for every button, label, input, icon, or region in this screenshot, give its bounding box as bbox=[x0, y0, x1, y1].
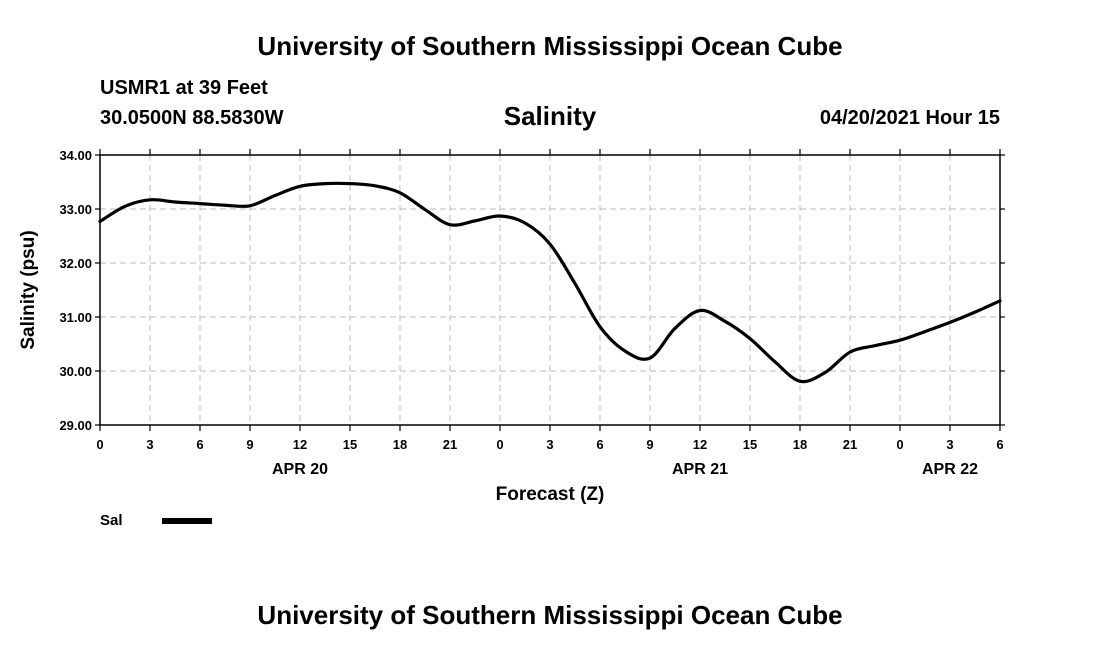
x-tick-label: 21 bbox=[443, 437, 457, 452]
y-tick-label: 30.00 bbox=[59, 364, 92, 379]
x-tick-label: 15 bbox=[343, 437, 357, 452]
x-tick-label: 6 bbox=[196, 437, 203, 452]
x-tick-label: 12 bbox=[293, 437, 307, 452]
series-line-sal bbox=[98, 181, 1002, 384]
station-name: USMR1 at 39 Feet bbox=[100, 77, 268, 99]
station-coordinates: 30.0500N 88.5830W bbox=[100, 107, 284, 129]
y-tick-label: 34.00 bbox=[59, 148, 92, 163]
date-label: APR 21 bbox=[672, 461, 728, 478]
forecast-datetime: 04/20/2021 Hour 15 bbox=[819, 107, 1000, 129]
x-tick-label: 18 bbox=[793, 437, 807, 452]
x-tick-label: 0 bbox=[496, 437, 503, 452]
x-tick-label: 3 bbox=[546, 437, 553, 452]
x-tick-label: 9 bbox=[246, 437, 253, 452]
grid bbox=[100, 155, 1000, 425]
x-axis-label: Forecast (Z) bbox=[496, 484, 605, 505]
footer-title: University of Southern Mississippi Ocean… bbox=[257, 600, 843, 630]
x-tick-label: 3 bbox=[146, 437, 153, 452]
date-label: APR 22 bbox=[922, 461, 978, 478]
legend: Sal bbox=[100, 512, 212, 529]
x-tick-label: 12 bbox=[693, 437, 707, 452]
page-title: University of Southern Mississippi Ocean… bbox=[257, 31, 843, 61]
axis-ticks: 29.00 30.00 31.00 32.00 33.00 34.00 0 3 6 9 12 15 18… bbox=[59, 148, 1005, 478]
y-axis-label: Salinity (psu) bbox=[18, 230, 39, 349]
x-tick-label: 9 bbox=[646, 437, 653, 452]
date-label: APR 20 bbox=[272, 461, 328, 478]
x-tick-label: 18 bbox=[393, 437, 407, 452]
x-tick-label: 6 bbox=[596, 437, 603, 452]
series-group bbox=[98, 181, 1002, 384]
x-tick-label: 15 bbox=[743, 437, 757, 452]
x-tick-label: 0 bbox=[896, 437, 903, 452]
y-tick-label: 32.00 bbox=[59, 256, 92, 271]
x-tick-label: 6 bbox=[996, 437, 1003, 452]
y-tick-label: 29.00 bbox=[59, 418, 92, 433]
x-tick-label: 0 bbox=[96, 437, 103, 452]
x-tick-label: 21 bbox=[843, 437, 857, 452]
y-tick-label: 31.00 bbox=[59, 310, 92, 325]
y-tick-label: 33.00 bbox=[59, 202, 92, 217]
x-tick-label: 3 bbox=[946, 437, 953, 452]
legend-label: Sal bbox=[100, 512, 123, 529]
chart-title: Salinity bbox=[503, 101, 597, 131]
